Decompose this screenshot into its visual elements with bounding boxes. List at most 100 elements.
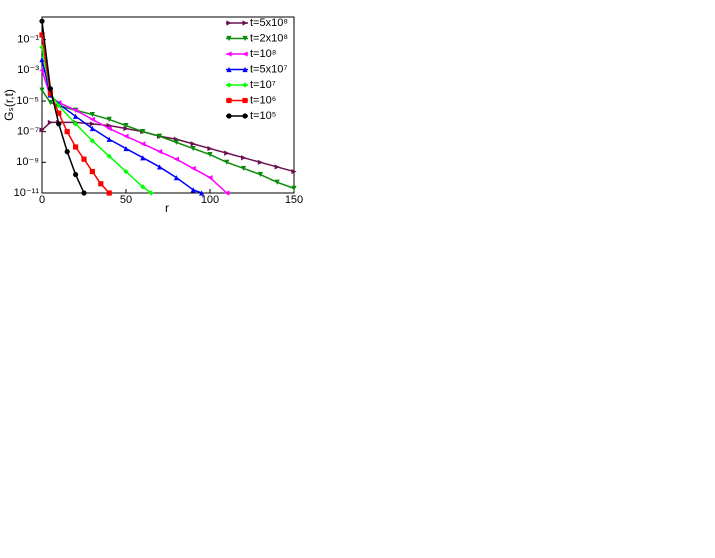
marker xyxy=(241,165,247,172)
marker xyxy=(89,111,95,118)
marker xyxy=(106,153,112,159)
marker xyxy=(140,155,146,161)
legend-marker xyxy=(226,35,232,42)
legend-marker xyxy=(226,51,232,57)
marker xyxy=(106,125,112,132)
marker xyxy=(64,149,70,155)
marker xyxy=(73,107,79,113)
marker xyxy=(81,190,87,196)
marker xyxy=(157,149,163,155)
marker xyxy=(274,164,280,170)
legend-label: t=10⁶ xyxy=(250,94,276,106)
marker xyxy=(39,127,45,133)
marker xyxy=(81,156,87,162)
marker xyxy=(140,129,146,135)
series-line xyxy=(41,121,295,173)
marker xyxy=(291,185,297,191)
marker xyxy=(157,164,163,170)
marker xyxy=(47,99,53,106)
marker xyxy=(224,150,230,156)
marker xyxy=(73,113,79,119)
legend-marker xyxy=(242,113,248,119)
marker xyxy=(56,121,62,127)
marker xyxy=(241,155,247,161)
marker xyxy=(56,110,62,116)
legend-marker xyxy=(226,97,232,104)
y-tick-label: 10⁻¹ xyxy=(17,34,39,46)
marker xyxy=(148,190,154,196)
marker xyxy=(47,119,53,126)
marker xyxy=(199,190,205,196)
marker xyxy=(123,125,129,132)
marker xyxy=(89,168,95,175)
marker xyxy=(89,138,95,144)
marker xyxy=(173,139,179,145)
marker xyxy=(89,116,95,123)
series-line xyxy=(41,59,202,194)
marker xyxy=(190,187,196,193)
marker xyxy=(47,90,53,96)
legend-marker xyxy=(242,82,248,88)
marker xyxy=(173,156,179,162)
legend-marker xyxy=(242,20,248,26)
marker xyxy=(123,122,129,129)
y-tick-label: 10⁻¹¹ xyxy=(14,187,40,199)
x-tick-label: 150 xyxy=(285,194,303,206)
x-axis-label: r xyxy=(165,201,169,215)
marker xyxy=(274,179,280,185)
marker xyxy=(123,133,129,139)
legend-marker xyxy=(242,51,248,57)
y-tick-label: 10⁻⁵ xyxy=(16,95,39,107)
legend-marker xyxy=(226,66,232,73)
marker xyxy=(190,165,196,172)
marker xyxy=(224,190,230,196)
marker xyxy=(257,159,263,165)
marker xyxy=(56,103,62,109)
marker xyxy=(39,32,45,38)
marker xyxy=(106,136,112,142)
legend-label: t=5x10⁷ xyxy=(250,63,287,75)
legend-marker xyxy=(242,66,248,73)
marker xyxy=(123,145,129,152)
marker xyxy=(64,129,70,135)
marker xyxy=(190,145,196,152)
marker xyxy=(207,175,213,181)
marker xyxy=(207,145,213,152)
legend-label: t=5x10⁸ xyxy=(250,17,288,29)
marker xyxy=(173,175,179,181)
legend-marker xyxy=(226,20,232,26)
x-tick-label: 100 xyxy=(201,194,219,206)
marker xyxy=(98,181,104,187)
marker xyxy=(39,67,45,73)
legend-label: t=10⁷ xyxy=(250,79,276,91)
marker xyxy=(39,57,45,63)
series-line xyxy=(41,21,85,194)
marker xyxy=(190,141,196,147)
y-tick-label: 10⁻⁹ xyxy=(16,156,39,168)
marker xyxy=(257,171,263,178)
marker xyxy=(89,125,95,132)
y-tick-label: 10⁻³ xyxy=(17,64,39,76)
legend-label: t=2x10⁸ xyxy=(250,32,288,44)
marker xyxy=(291,168,297,175)
marker xyxy=(106,190,112,196)
y-axis-label: Gₛ(r,t) xyxy=(2,89,16,121)
marker xyxy=(73,171,79,178)
marker xyxy=(39,87,45,93)
marker xyxy=(140,184,146,190)
marker xyxy=(123,168,129,175)
marker xyxy=(73,144,79,150)
x-tick-label: 0 xyxy=(39,194,45,206)
marker xyxy=(89,121,95,127)
marker xyxy=(224,159,230,165)
marker xyxy=(47,86,54,92)
marker xyxy=(39,18,45,24)
legend-marker xyxy=(226,113,232,119)
legend-marker xyxy=(242,97,248,104)
legend-marker xyxy=(226,82,232,88)
marker xyxy=(207,151,213,158)
marker xyxy=(73,121,79,127)
legend-marker xyxy=(242,35,248,42)
plot-frame xyxy=(41,16,295,194)
